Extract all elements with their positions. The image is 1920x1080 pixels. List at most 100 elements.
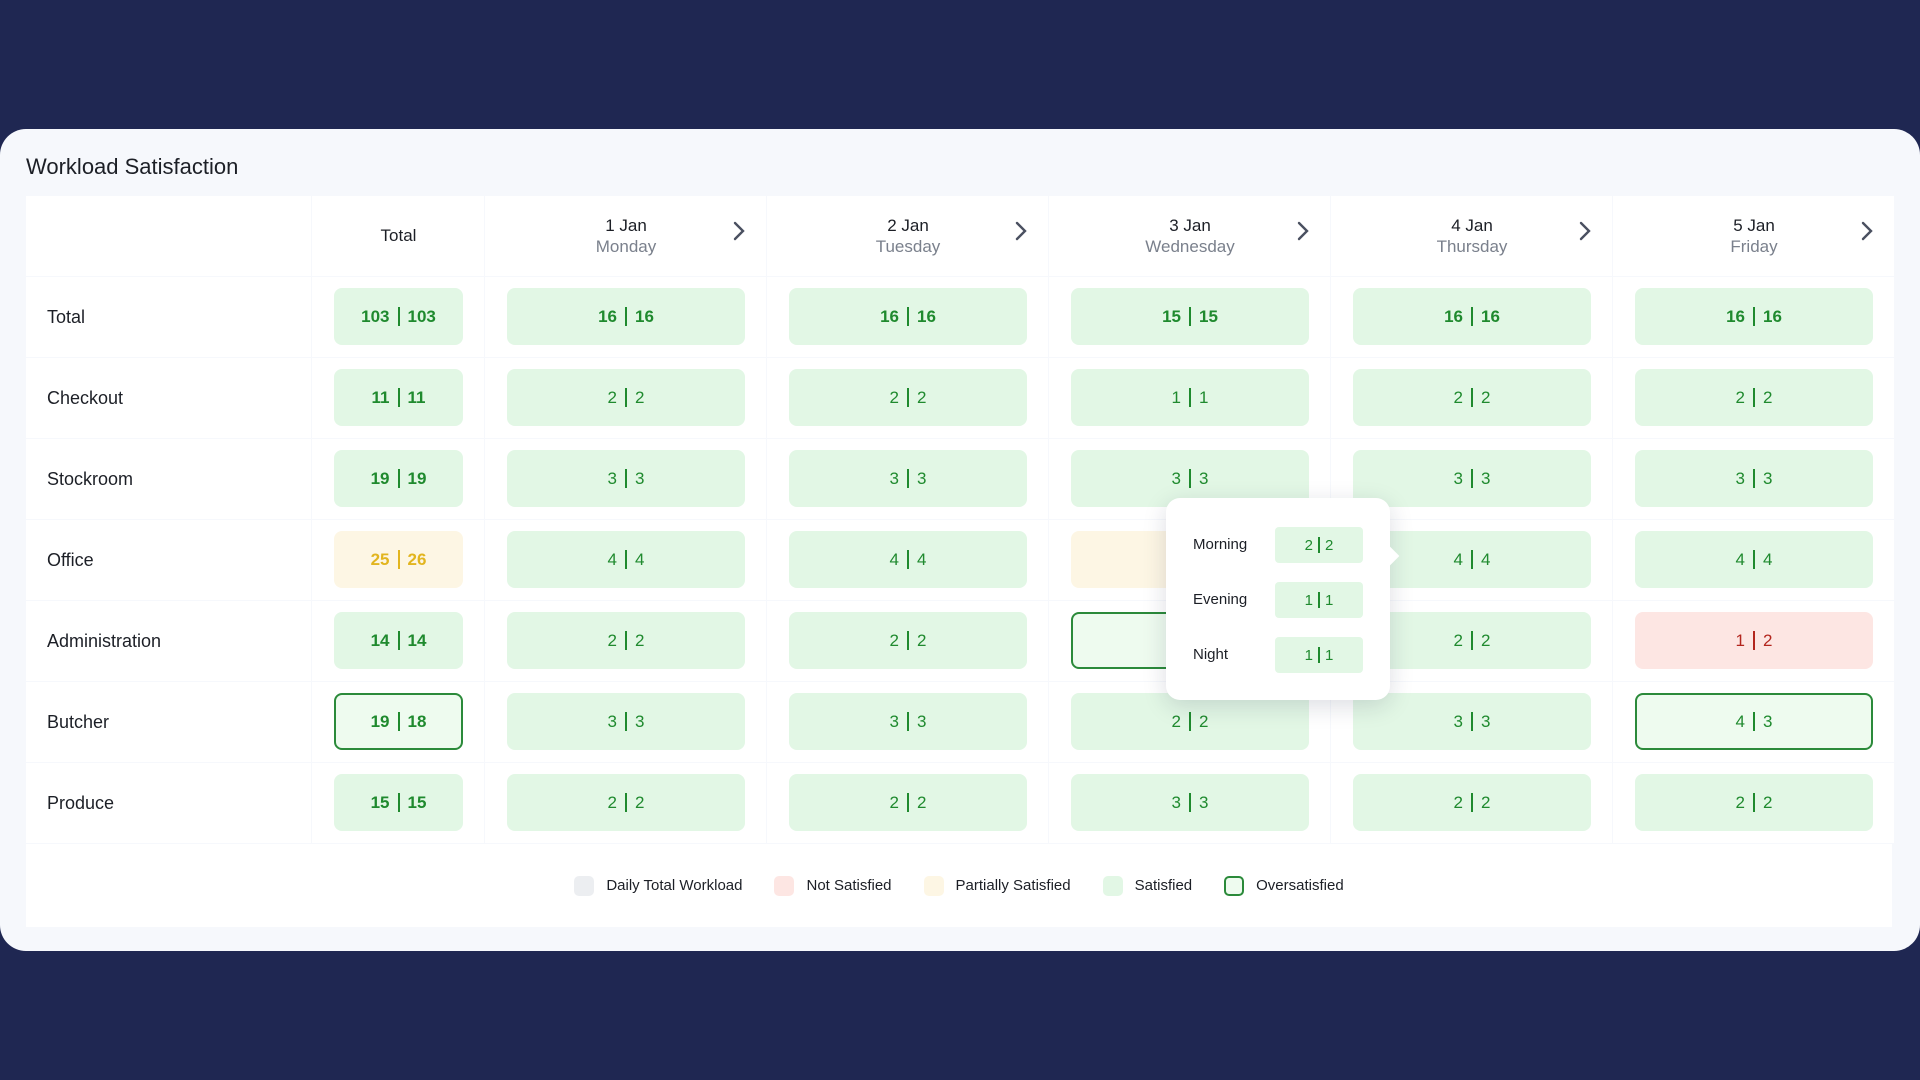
tooltip-label: Night xyxy=(1193,646,1229,663)
divider xyxy=(1753,469,1755,488)
legend-swatch xyxy=(1102,875,1123,896)
cell-pill: 16 16 xyxy=(507,288,745,345)
value-b: 2 xyxy=(1199,711,1209,731)
value-b: 16 xyxy=(1481,306,1500,326)
value-a: 1 xyxy=(1304,591,1313,609)
divider xyxy=(397,631,400,650)
value-b: 1 xyxy=(1325,591,1334,609)
legend-item: Oversatisfied xyxy=(1224,875,1344,896)
header-cell xyxy=(1613,196,1894,276)
table-cell xyxy=(26,601,311,681)
value-b: 4 xyxy=(1763,549,1773,569)
divider xyxy=(1471,469,1473,488)
divider xyxy=(1318,537,1320,553)
header-cell xyxy=(485,196,766,276)
value-b: 4 xyxy=(1481,549,1491,569)
value-a: 14 xyxy=(370,630,390,650)
next-button[interactable] xyxy=(1014,220,1028,248)
divider xyxy=(397,550,400,569)
card-title: Workload Satisfaction xyxy=(26,154,239,179)
divider xyxy=(1753,793,1755,812)
value-a: 1 xyxy=(1735,630,1745,650)
value-b: 2 xyxy=(1763,630,1773,650)
value-b: 15 xyxy=(1199,306,1218,326)
value-b: 26 xyxy=(407,549,427,569)
value-a: 4 xyxy=(1735,711,1745,731)
value-b: 3 xyxy=(1199,468,1209,488)
value-a: 2 xyxy=(607,792,617,812)
row-label: Total xyxy=(47,306,86,327)
divider xyxy=(1471,712,1473,731)
value-a: 2 xyxy=(1171,711,1181,731)
legend-item: Not Satisfied xyxy=(774,875,892,896)
next-button[interactable] xyxy=(1296,220,1310,248)
divider xyxy=(1753,712,1755,731)
value-b: 2 xyxy=(917,630,927,650)
value-b: 14 xyxy=(407,630,427,650)
divider xyxy=(1471,550,1473,569)
value-b: 3 xyxy=(1763,711,1773,731)
divider xyxy=(397,469,400,488)
legend-label: Partially Satisfied xyxy=(955,877,1071,894)
legend-item: Partially Satisfied xyxy=(923,875,1071,896)
header-weekday: Monday xyxy=(595,237,657,256)
chevron-icon xyxy=(1297,221,1309,241)
divider xyxy=(1471,631,1473,650)
row-label: Checkout xyxy=(47,387,124,408)
header-date: 3 Jan xyxy=(1169,216,1211,235)
table-cell xyxy=(26,277,311,357)
next-button[interactable] xyxy=(732,220,746,248)
legend-label: Oversatisfied xyxy=(1256,877,1344,894)
cell-pill: 103 103 xyxy=(334,288,463,345)
next-button[interactable] xyxy=(1578,220,1592,248)
value-a: 3 xyxy=(1171,792,1181,812)
legend-swatch xyxy=(574,875,595,896)
header-weekday: Thursday xyxy=(1436,237,1508,256)
value-b: 3 xyxy=(1763,468,1773,488)
value-a: 19 xyxy=(370,468,390,488)
value-a: 2 xyxy=(889,792,899,812)
value-b: 4 xyxy=(917,549,927,569)
table-cell xyxy=(26,763,311,843)
next-button[interactable] xyxy=(1860,220,1874,248)
cell-pill: 15 15 xyxy=(1071,288,1309,345)
value-b: 2 xyxy=(917,792,927,812)
divider xyxy=(625,388,627,407)
tooltip-label: Morning xyxy=(1193,536,1248,553)
divider xyxy=(1471,793,1473,812)
chevron-icon xyxy=(1015,221,1027,241)
divider xyxy=(625,631,627,650)
divider xyxy=(907,550,909,569)
value-b: 3 xyxy=(917,711,927,731)
cell-pill: 16 16 xyxy=(789,288,1027,345)
header-cell xyxy=(312,196,484,276)
value-a: 3 xyxy=(1735,468,1745,488)
divider xyxy=(907,631,909,650)
value-a: 2 xyxy=(889,630,899,650)
row-label: Office xyxy=(47,549,94,570)
value-a: 16 xyxy=(1444,306,1463,326)
value-b: 18 xyxy=(407,711,427,731)
value-b: 2 xyxy=(1763,792,1773,812)
divider xyxy=(1753,631,1755,650)
legend-item: Daily Total Workload xyxy=(574,875,742,896)
value-a: 3 xyxy=(889,468,899,488)
legend-swatch xyxy=(923,875,944,896)
legend-swatch xyxy=(1224,875,1245,896)
value-a: 1 xyxy=(1304,646,1313,664)
divider xyxy=(397,793,400,812)
cell-pill: 11 11 xyxy=(334,369,463,426)
